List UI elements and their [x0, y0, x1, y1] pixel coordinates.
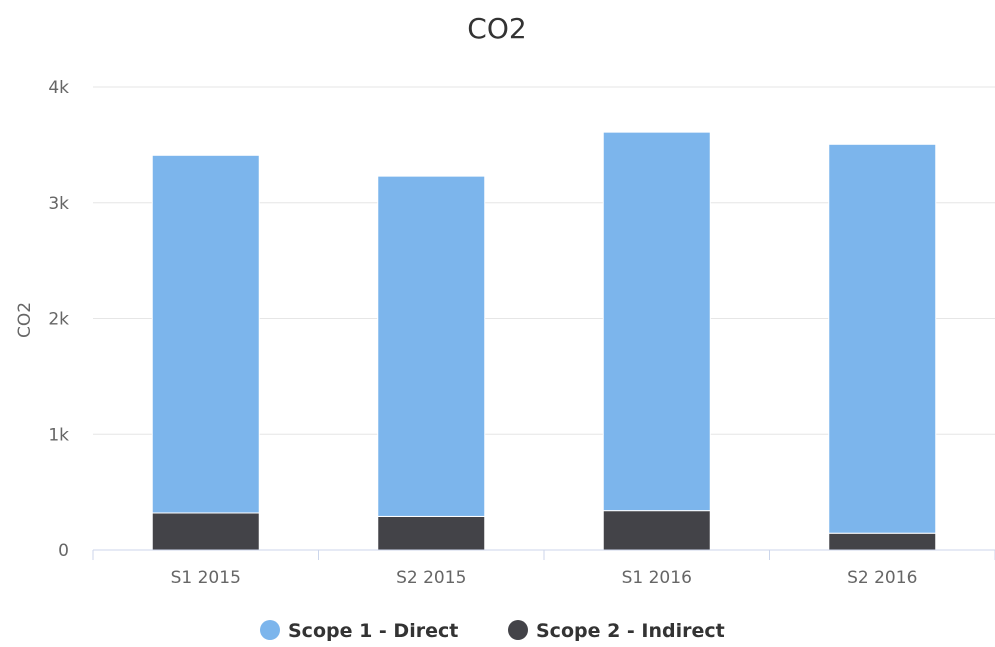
bar-segment[interactable]: [828, 143, 937, 534]
bar-segment[interactable]: [602, 131, 711, 512]
bar-segment[interactable]: [377, 515, 486, 551]
bar-segment[interactable]: [602, 510, 711, 551]
y-tick-label: 3k: [48, 194, 69, 214]
bar-segment[interactable]: [151, 512, 260, 551]
bar-segment[interactable]: [151, 154, 260, 514]
legend-label: Scope 2 - Indirect: [536, 620, 725, 642]
y-tick-label: 4k: [48, 78, 69, 98]
bar-segment[interactable]: [828, 532, 937, 551]
y-tick-label: 1k: [48, 425, 69, 445]
x-axis-ticks: S1 2015 S2 2015 S1 2016 S2 2016: [171, 568, 918, 588]
y-axis-label: CO2: [15, 302, 35, 338]
bars: [151, 131, 937, 551]
y-axis-ticks: 0 1k 2k 3k 4k: [48, 78, 69, 561]
chart-title: CO2: [467, 12, 526, 45]
y-tick-label: 0: [58, 541, 69, 561]
x-tick-label: S1 2015: [171, 568, 241, 588]
legend-marker: [260, 620, 280, 640]
x-tick-label: S1 2016: [622, 568, 692, 588]
x-tick-label: S2 2016: [847, 568, 917, 588]
legend-item[interactable]: Scope 1 - Direct: [260, 620, 458, 642]
x-axis: [92, 549, 995, 560]
legend-item[interactable]: Scope 2 - Indirect: [508, 620, 725, 642]
x-tick-label: S2 2015: [396, 568, 466, 588]
legend-marker: [508, 620, 528, 640]
y-tick-label: 2k: [48, 310, 69, 330]
bar-segment[interactable]: [377, 175, 486, 517]
legend-label: Scope 1 - Direct: [288, 620, 458, 642]
legend: Scope 1 - Direct Scope 2 - Indirect: [260, 620, 725, 642]
